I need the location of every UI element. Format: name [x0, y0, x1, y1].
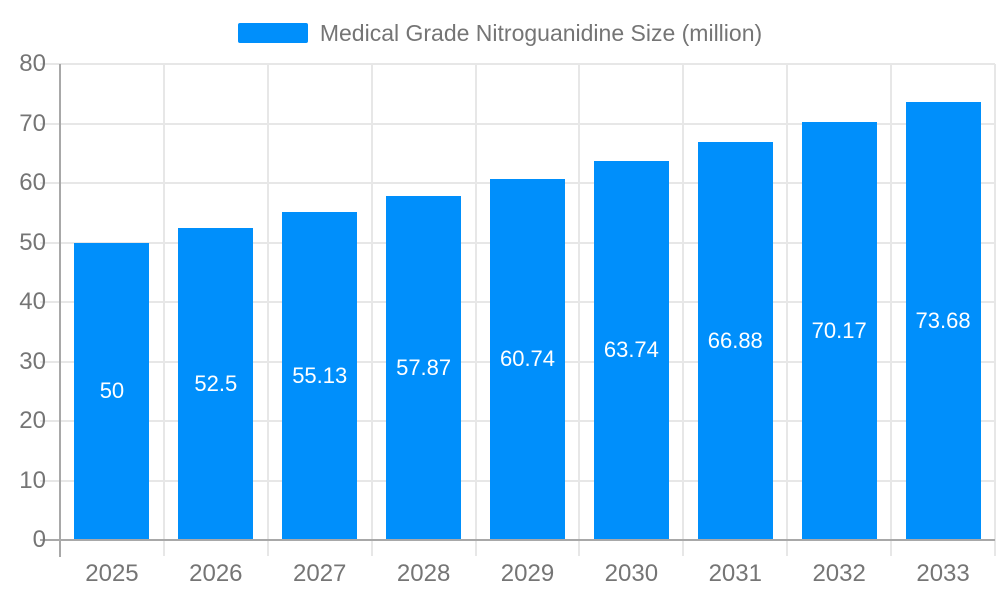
bar[interactable]: 60.74 [490, 178, 565, 540]
x-gridline [994, 64, 996, 556]
x-gridline [474, 64, 477, 556]
x-gridline [786, 64, 789, 556]
bar[interactable]: 70.17 [801, 122, 877, 540]
bar-value-label: 70.17 [811, 318, 867, 344]
x-axis-line [60, 539, 995, 541]
bar-value-label: 63.74 [603, 337, 659, 363]
x-gridline [266, 64, 269, 556]
y-axis-label: 0 [32, 526, 46, 553]
bar-value-label: 55.13 [292, 362, 348, 388]
bar-value-label: 50 [99, 378, 125, 404]
x-axis-label: 2033 [916, 560, 970, 587]
bar[interactable]: 63.74 [593, 160, 669, 540]
bar-value-label: 66.88 [707, 328, 763, 354]
y-axis-label: 10 [19, 466, 46, 494]
x-axis-label: 2032 [812, 560, 866, 587]
x-axis-label: 2025 [85, 560, 139, 587]
bar[interactable]: 55.13 [282, 211, 358, 540]
y-axis-line [59, 64, 61, 557]
y-gridline [40, 122, 995, 125]
legend-item[interactable]: Medical Grade Nitroguanidine Size (milli… [0, 14, 1000, 52]
x-gridline [162, 64, 165, 556]
bar[interactable]: 73.68 [905, 101, 981, 540]
x-gridline [578, 64, 581, 556]
y-axis-label: 70 [19, 109, 46, 137]
x-gridline [682, 64, 685, 556]
x-axis-label: 2029 [500, 560, 555, 587]
x-axis-label: 2027 [293, 560, 347, 587]
y-axis-label: 20 [19, 407, 46, 434]
legend-marker [237, 23, 308, 43]
x-axis-label: 2031 [708, 560, 762, 587]
y-axis-label: 80 [19, 50, 46, 77]
y-axis-label: 30 [19, 347, 46, 375]
bar[interactable]: 52.5 [178, 227, 254, 540]
x-gridline [370, 64, 373, 556]
bar-value-label: 57.87 [396, 354, 452, 380]
y-gridline [40, 63, 995, 65]
bar-value-label: 52.5 [194, 370, 238, 396]
x-axis-label: 2026 [189, 560, 243, 587]
y-axis-label: 50 [19, 228, 46, 256]
y-axis-label: 60 [19, 169, 46, 196]
bar-value-label: 60.74 [499, 346, 556, 372]
y-tick [40, 539, 60, 541]
x-axis-label: 2028 [396, 560, 451, 587]
bar[interactable]: 57.87 [386, 195, 462, 540]
legend-label: Medical Grade Nitroguanidine Size (milli… [319, 19, 763, 46]
plot-area: 0 10 20 30 40 50 60 70 80 50 2025 52.5 2026 55.13 2027… [19, 52, 996, 586]
x-axis-label: 2030 [604, 560, 659, 587]
bar-value-label: 73.68 [915, 307, 971, 333]
bar[interactable]: 50 [74, 242, 150, 540]
y-axis-label: 40 [19, 288, 46, 315]
x-gridline [890, 64, 893, 556]
bar[interactable]: 66.88 [697, 142, 773, 540]
